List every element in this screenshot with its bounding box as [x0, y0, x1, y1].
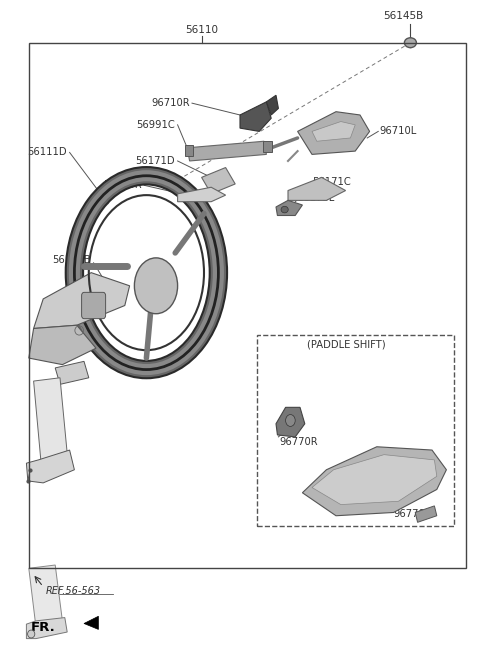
Polygon shape: [298, 112, 370, 154]
Bar: [257, 335, 454, 526]
Polygon shape: [55, 361, 89, 384]
Polygon shape: [276, 407, 305, 437]
Polygon shape: [312, 455, 437, 505]
Text: 96710R: 96710R: [151, 98, 190, 108]
Polygon shape: [288, 177, 346, 200]
Ellipse shape: [281, 206, 288, 213]
Polygon shape: [202, 168, 235, 194]
Text: 96710L: 96710L: [379, 126, 417, 137]
Polygon shape: [302, 447, 446, 516]
FancyBboxPatch shape: [82, 292, 106, 319]
Polygon shape: [26, 450, 74, 483]
Polygon shape: [178, 187, 226, 202]
Ellipse shape: [404, 37, 416, 48]
Text: 56173R: 56173R: [103, 180, 142, 191]
Polygon shape: [84, 616, 98, 629]
Text: 56111D: 56111D: [27, 147, 67, 158]
Text: 56171C: 56171C: [312, 177, 351, 187]
Polygon shape: [29, 565, 62, 627]
Text: 96770R: 96770R: [279, 436, 318, 447]
Polygon shape: [187, 141, 266, 161]
Bar: [29, 43, 466, 568]
Text: 56170B: 56170B: [53, 254, 91, 265]
Polygon shape: [415, 506, 437, 522]
Text: FR.: FR.: [31, 621, 56, 634]
Polygon shape: [266, 95, 278, 115]
Polygon shape: [312, 122, 355, 141]
Text: (PADDLE SHIFT): (PADDLE SHIFT): [307, 340, 386, 350]
Polygon shape: [34, 378, 67, 460]
Ellipse shape: [286, 415, 295, 426]
Text: 56171D: 56171D: [135, 156, 175, 166]
Text: 56110: 56110: [185, 24, 218, 35]
Polygon shape: [26, 618, 67, 639]
Polygon shape: [29, 325, 96, 365]
Text: REF.56-563: REF.56-563: [46, 586, 101, 597]
Polygon shape: [34, 273, 130, 328]
Text: 56173L: 56173L: [298, 193, 335, 204]
Polygon shape: [276, 200, 302, 215]
Polygon shape: [240, 102, 271, 131]
Text: 56145B: 56145B: [383, 11, 423, 22]
Text: 96770L: 96770L: [394, 509, 431, 519]
Text: 56991C: 56991C: [136, 120, 175, 130]
Bar: [185, 145, 193, 156]
Bar: [263, 141, 272, 152]
Ellipse shape: [28, 630, 35, 638]
Ellipse shape: [134, 258, 178, 314]
